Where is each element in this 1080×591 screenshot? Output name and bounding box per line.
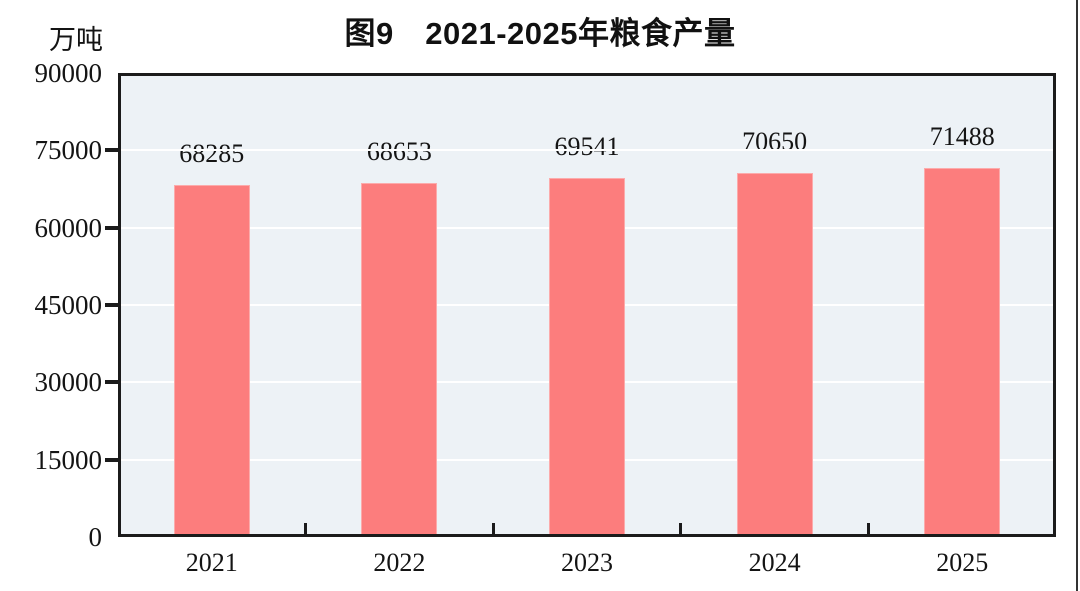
chart-title: 图9 2021-2025年粮食产量	[344, 16, 736, 51]
y-axis-tick-label-0: 0	[88, 522, 103, 552]
bar-2025	[924, 168, 1001, 537]
y-axis-tick-label-30000: 30000	[34, 367, 103, 398]
bar-value-label-2023: 69541	[554, 132, 620, 162]
y-axis-tick-label-60000: 60000	[34, 212, 103, 243]
bar-value-label-2022: 68653	[366, 137, 432, 167]
y-axis-tick-30000	[105, 380, 118, 385]
y-axis-tick-label-15000: 15000	[34, 444, 103, 475]
x-axis-tick-3	[679, 523, 683, 537]
y-axis-tick-label-45000: 45000	[34, 290, 103, 320]
bar-2022	[361, 183, 438, 537]
x-axis-tick-label-2025: 2025	[936, 548, 989, 577]
x-axis-tick-2	[491, 523, 495, 537]
page-edge-line	[1076, 0, 1078, 591]
x-axis-tick-label-2021: 2021	[185, 548, 238, 577]
y-axis-tick-60000	[105, 225, 118, 230]
y-axis-tick-45000	[105, 303, 118, 307]
bar-2023	[549, 178, 625, 537]
x-axis-tick-label-2022: 2022	[373, 548, 426, 577]
plot-area	[118, 73, 1056, 537]
x-axis-tick-label-2024: 2024	[748, 548, 801, 577]
bar-value-label-2025: 71488	[929, 122, 995, 152]
y-axis-tick-75000	[105, 148, 118, 153]
x-axis-tick-4	[866, 523, 870, 537]
bar-2024	[736, 172, 813, 537]
x-axis-tick-1	[304, 523, 308, 537]
bar-value-label-2021: 68285	[179, 138, 245, 168]
y-axis-tick-label-90000: 90000	[34, 58, 103, 88]
bar-2021	[173, 184, 250, 537]
gridline-75000	[118, 149, 1056, 152]
y-axis-tick-label-75000: 75000	[34, 135, 103, 166]
x-axis-tick-label-2023: 2023	[561, 548, 613, 577]
y-axis-tick-15000	[105, 457, 118, 462]
y-axis-unit-label: 万吨	[49, 25, 103, 55]
